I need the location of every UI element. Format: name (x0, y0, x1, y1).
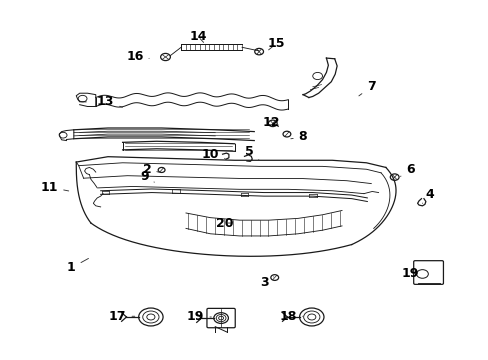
Text: 17: 17 (109, 310, 135, 323)
Text: 5: 5 (244, 145, 259, 160)
Text: 11: 11 (41, 181, 68, 194)
Text: 3: 3 (259, 276, 273, 289)
Text: 20: 20 (216, 216, 233, 230)
Text: 9: 9 (140, 170, 154, 183)
Text: 19: 19 (401, 267, 418, 280)
FancyBboxPatch shape (206, 309, 235, 328)
Text: 4: 4 (422, 188, 433, 203)
FancyBboxPatch shape (413, 261, 443, 284)
Text: 12: 12 (262, 116, 280, 129)
Text: 8: 8 (290, 130, 306, 144)
Text: 13: 13 (97, 95, 122, 108)
Text: 18: 18 (279, 310, 302, 323)
Text: 15: 15 (267, 37, 285, 50)
Text: 14: 14 (189, 30, 206, 43)
Text: 1: 1 (67, 258, 88, 274)
Text: 6: 6 (400, 163, 414, 176)
Text: 7: 7 (358, 80, 375, 96)
Text: 10: 10 (201, 148, 224, 161)
Text: 2: 2 (142, 163, 159, 176)
Text: 16: 16 (126, 50, 149, 63)
Text: 19: 19 (187, 310, 211, 324)
